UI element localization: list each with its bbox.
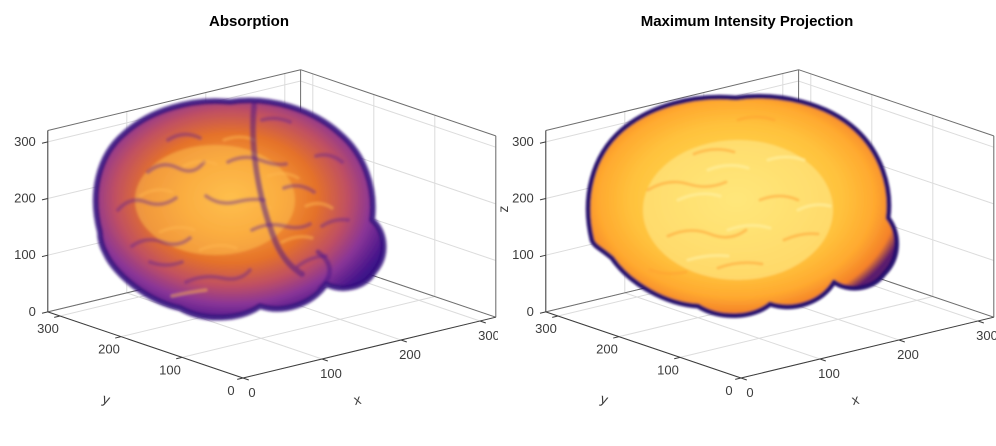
hemisphere-fissure xyxy=(249,103,332,291)
box-edge xyxy=(47,69,301,131)
x-tick-label: 200 xyxy=(897,347,919,362)
tick-mark xyxy=(735,377,742,380)
tick-mark xyxy=(539,198,546,201)
panel-mip: Maximum Intensity Projection 0 100 200 300 0… xyxy=(498,0,996,446)
brain-volume-mip xyxy=(585,93,900,318)
x-tick-label: 0 xyxy=(746,385,753,400)
tick-mark xyxy=(552,315,559,318)
grid-line xyxy=(181,296,435,358)
grid-line xyxy=(300,80,496,148)
x-axis-line xyxy=(740,316,994,379)
tick-mark xyxy=(237,377,244,380)
x-axis-label: x xyxy=(352,391,362,408)
tick-mark xyxy=(41,254,48,258)
tick-mark xyxy=(321,358,328,362)
tick-mark xyxy=(41,311,48,314)
grid-line xyxy=(798,80,994,148)
y-axis-label: y xyxy=(100,390,112,407)
z-tick-label: 0 xyxy=(527,304,534,319)
x-tick-label: 100 xyxy=(818,366,840,381)
tick-mark xyxy=(539,254,546,258)
plot-title-mip: Maximum Intensity Projection xyxy=(640,13,854,30)
z-tick-label: 200 xyxy=(512,191,534,206)
mip-streaks-orange xyxy=(646,115,820,276)
z-tick-label: 0 xyxy=(29,304,36,319)
tick-mark xyxy=(613,336,620,339)
z-tick-label: 200 xyxy=(14,191,36,206)
tick-mark xyxy=(740,377,747,381)
x-tick-label: 300 xyxy=(976,328,996,343)
x-tick-label: 300 xyxy=(478,328,498,343)
x-tick-label: 0 xyxy=(248,385,255,400)
y-axis-line xyxy=(545,311,742,379)
tick-mark xyxy=(819,358,826,362)
tick-mark xyxy=(479,320,486,324)
tick-mark xyxy=(539,311,546,314)
tick-mark xyxy=(898,339,905,343)
tick-mark xyxy=(674,356,681,360)
y-tick-label: 100 xyxy=(159,362,181,377)
y-axis-line xyxy=(47,311,244,379)
tick-mark xyxy=(977,320,984,324)
tick-mark xyxy=(242,377,249,381)
y-tick-label: 300 xyxy=(535,321,557,336)
z-tick-label: 100 xyxy=(512,247,534,262)
box-edge xyxy=(545,69,799,131)
x-axis-line xyxy=(242,316,496,379)
y-tick-label: 100 xyxy=(657,362,679,377)
x-axis-label: x xyxy=(850,391,860,408)
y-tick-label: 200 xyxy=(596,342,618,357)
tick-mark xyxy=(41,141,48,144)
box-edge xyxy=(300,69,496,137)
x-tick-label: 200 xyxy=(399,347,421,362)
y-tick-label: 200 xyxy=(98,342,120,357)
mip-3d-plot: 010020030001002003000100200300xyz xyxy=(498,69,996,408)
y-tick-label: 0 xyxy=(725,383,732,398)
tick-mark xyxy=(176,356,183,360)
grid-line xyxy=(624,292,821,360)
y-tick-label: 0 xyxy=(227,383,234,398)
brain-volume-absorption xyxy=(92,97,387,321)
z-axis-label: z xyxy=(498,206,511,213)
z-tick-label: 300 xyxy=(14,134,36,149)
panel-absorption: Absorption 0 100 200 300 0 100 200 300 0 100 200 30… xyxy=(14,13,498,408)
plot-title-absorption: Absorption xyxy=(209,13,289,30)
box-edge xyxy=(798,69,994,137)
sulci-texture-dark xyxy=(116,116,350,284)
mip-streaks-light xyxy=(676,155,832,262)
sulci-texture-light xyxy=(138,135,334,298)
core-glow xyxy=(643,140,833,280)
y-tick-label: 300 xyxy=(37,321,59,336)
tick-mark xyxy=(539,141,546,144)
z-tick-label: 300 xyxy=(512,134,534,149)
tick-mark xyxy=(400,339,407,343)
y-axis-label: y xyxy=(598,390,610,407)
z-tick-label: 100 xyxy=(14,247,36,262)
x-tick-label: 100 xyxy=(320,366,342,381)
tick-mark xyxy=(54,315,61,318)
grid-line xyxy=(679,296,933,358)
tick-mark xyxy=(115,336,122,339)
tick-mark xyxy=(41,198,48,201)
